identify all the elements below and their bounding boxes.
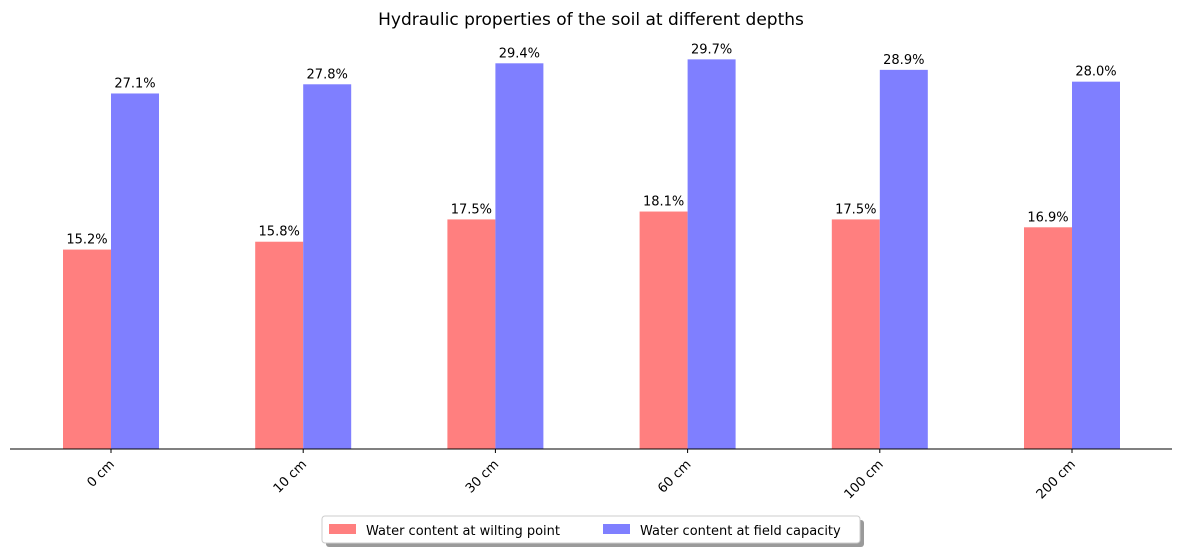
data-label-wilting-point-200-cm: 16.9% bbox=[1027, 210, 1068, 225]
data-label-field-capacity-0-cm: 27.1% bbox=[114, 76, 155, 91]
data-label-field-capacity-60-cm: 29.7% bbox=[691, 42, 732, 57]
x-tick-label-100-cm: 100 cm bbox=[842, 457, 887, 502]
data-label-wilting-point-100-cm: 17.5% bbox=[835, 202, 876, 217]
bar-field-capacity-60-cm bbox=[687, 59, 736, 450]
bar-field-capacity-200-cm bbox=[1072, 81, 1120, 449]
legend-frame bbox=[321, 515, 861, 544]
x-tick-label-60-cm: 60 cm bbox=[655, 457, 694, 496]
data-label-field-capacity-100-cm: 28.9% bbox=[883, 53, 924, 68]
data-label-wilting-point-10-cm: 15.8% bbox=[259, 225, 300, 240]
bar-field-capacity-30-cm bbox=[495, 63, 544, 450]
bar-wilting-point-200-cm bbox=[1024, 227, 1072, 449]
legend-label-wilting-point: Water content at wilting point bbox=[366, 524, 560, 539]
data-labels-layer: 15.2% 27.1% 15.8% 27.8% 17.5% 29.4% 18.1% 29.7%… bbox=[66, 42, 1116, 247]
bar-wilting-point-100-cm bbox=[831, 219, 880, 449]
chart-title: Hydraulic properties of the soil at diff… bbox=[378, 10, 804, 30]
bar-field-capacity-100-cm bbox=[879, 69, 928, 449]
data-label-field-capacity-30-cm: 29.4% bbox=[499, 46, 540, 61]
x-tick-label-0-cm: 0 cm bbox=[84, 457, 117, 490]
data-label-wilting-point-0-cm: 15.2% bbox=[66, 233, 107, 248]
bar-wilting-point-60-cm bbox=[639, 211, 688, 449]
legend-label-field-capacity: Water content at field capacity bbox=[640, 524, 841, 539]
data-label-wilting-point-60-cm: 18.1% bbox=[643, 195, 684, 210]
bar-wilting-point-0-cm bbox=[63, 249, 111, 449]
x-ticks-layer: 0 cm 10 cm 30 cm 60 cm 100 cm 200 cm bbox=[84, 449, 1079, 502]
data-label-wilting-point-30-cm: 17.5% bbox=[451, 202, 492, 217]
bars-layer bbox=[63, 59, 1120, 450]
bar-field-capacity-0-cm bbox=[111, 93, 159, 449]
x-tick-label-200-cm: 200 cm bbox=[1034, 457, 1079, 502]
legend: Water content at wilting point Water con… bbox=[321, 515, 864, 547]
x-tick-label-30-cm: 30 cm bbox=[463, 457, 502, 496]
bar-wilting-point-10-cm bbox=[255, 241, 304, 449]
x-tick-label-10-cm: 10 cm bbox=[271, 457, 310, 496]
data-label-field-capacity-10-cm: 27.8% bbox=[307, 67, 348, 82]
bar-field-capacity-10-cm bbox=[303, 84, 352, 449]
data-label-field-capacity-200-cm: 28.0% bbox=[1075, 65, 1116, 80]
legend-swatch-wilting-point bbox=[329, 524, 356, 534]
bar-wilting-point-30-cm bbox=[447, 219, 496, 449]
legend-swatch-field-capacity bbox=[603, 524, 630, 534]
